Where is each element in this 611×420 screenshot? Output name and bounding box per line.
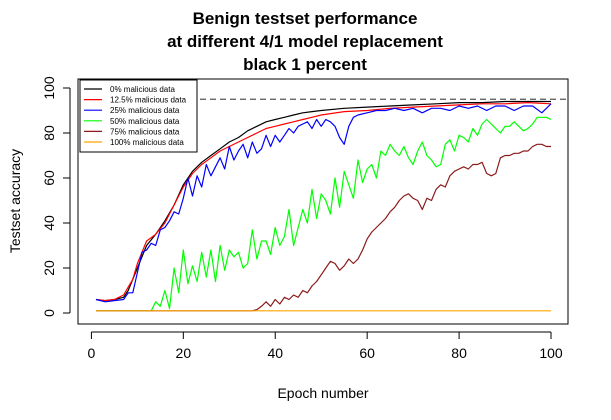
y-tick-label: 0: [41, 309, 57, 317]
series-line-0: [95, 100, 551, 302]
legend-box: [79, 79, 198, 153]
y-tick-label: 80: [41, 125, 57, 141]
series-line-2: [95, 103, 552, 303]
plot-area-frame: [77, 78, 569, 325]
series-layer: [95, 100, 552, 312]
series-line-1: [95, 102, 552, 302]
x-tick-label: 20: [176, 345, 192, 361]
chart-title-line-1: Benign testset performance: [193, 9, 418, 28]
series-line-4: [96, 143, 551, 312]
legend: 0% malicious data 12.5% malicious data25%…: [79, 79, 198, 153]
x-axis-label: Epoch number: [277, 385, 368, 401]
legend-label: 25% malicious data: [110, 106, 180, 115]
x-tick-label: 100: [539, 345, 563, 361]
x-tick-label: 0: [88, 345, 96, 361]
x-tick-label: 40: [267, 345, 283, 361]
chart-title-line-3: black 1 percent: [243, 55, 367, 74]
y-tick-label: 20: [41, 260, 57, 276]
y-tick-label: 60: [41, 170, 57, 186]
series-line-3: [96, 116, 552, 312]
x-tick-label: 60: [359, 345, 375, 361]
legend-label: 50% malicious data: [110, 117, 180, 126]
legend-label: 75% malicious data: [110, 127, 180, 136]
legend-label: 12.5% malicious data: [110, 96, 187, 105]
legend-label: 0% malicious data: [110, 85, 175, 94]
axis-layer: 0 20 40 60 80 100 0 20 40 60 80 100: [41, 76, 563, 361]
y-tick-label: 40: [41, 215, 57, 231]
y-axis-label: Testset accuracy: [7, 149, 23, 253]
legend-label: 100% malicious data: [110, 138, 184, 147]
x-tick-label: 80: [451, 345, 467, 361]
chart-title-line-2: at different 4/1 model replacement: [167, 32, 443, 51]
y-tick-label: 100: [41, 76, 57, 100]
